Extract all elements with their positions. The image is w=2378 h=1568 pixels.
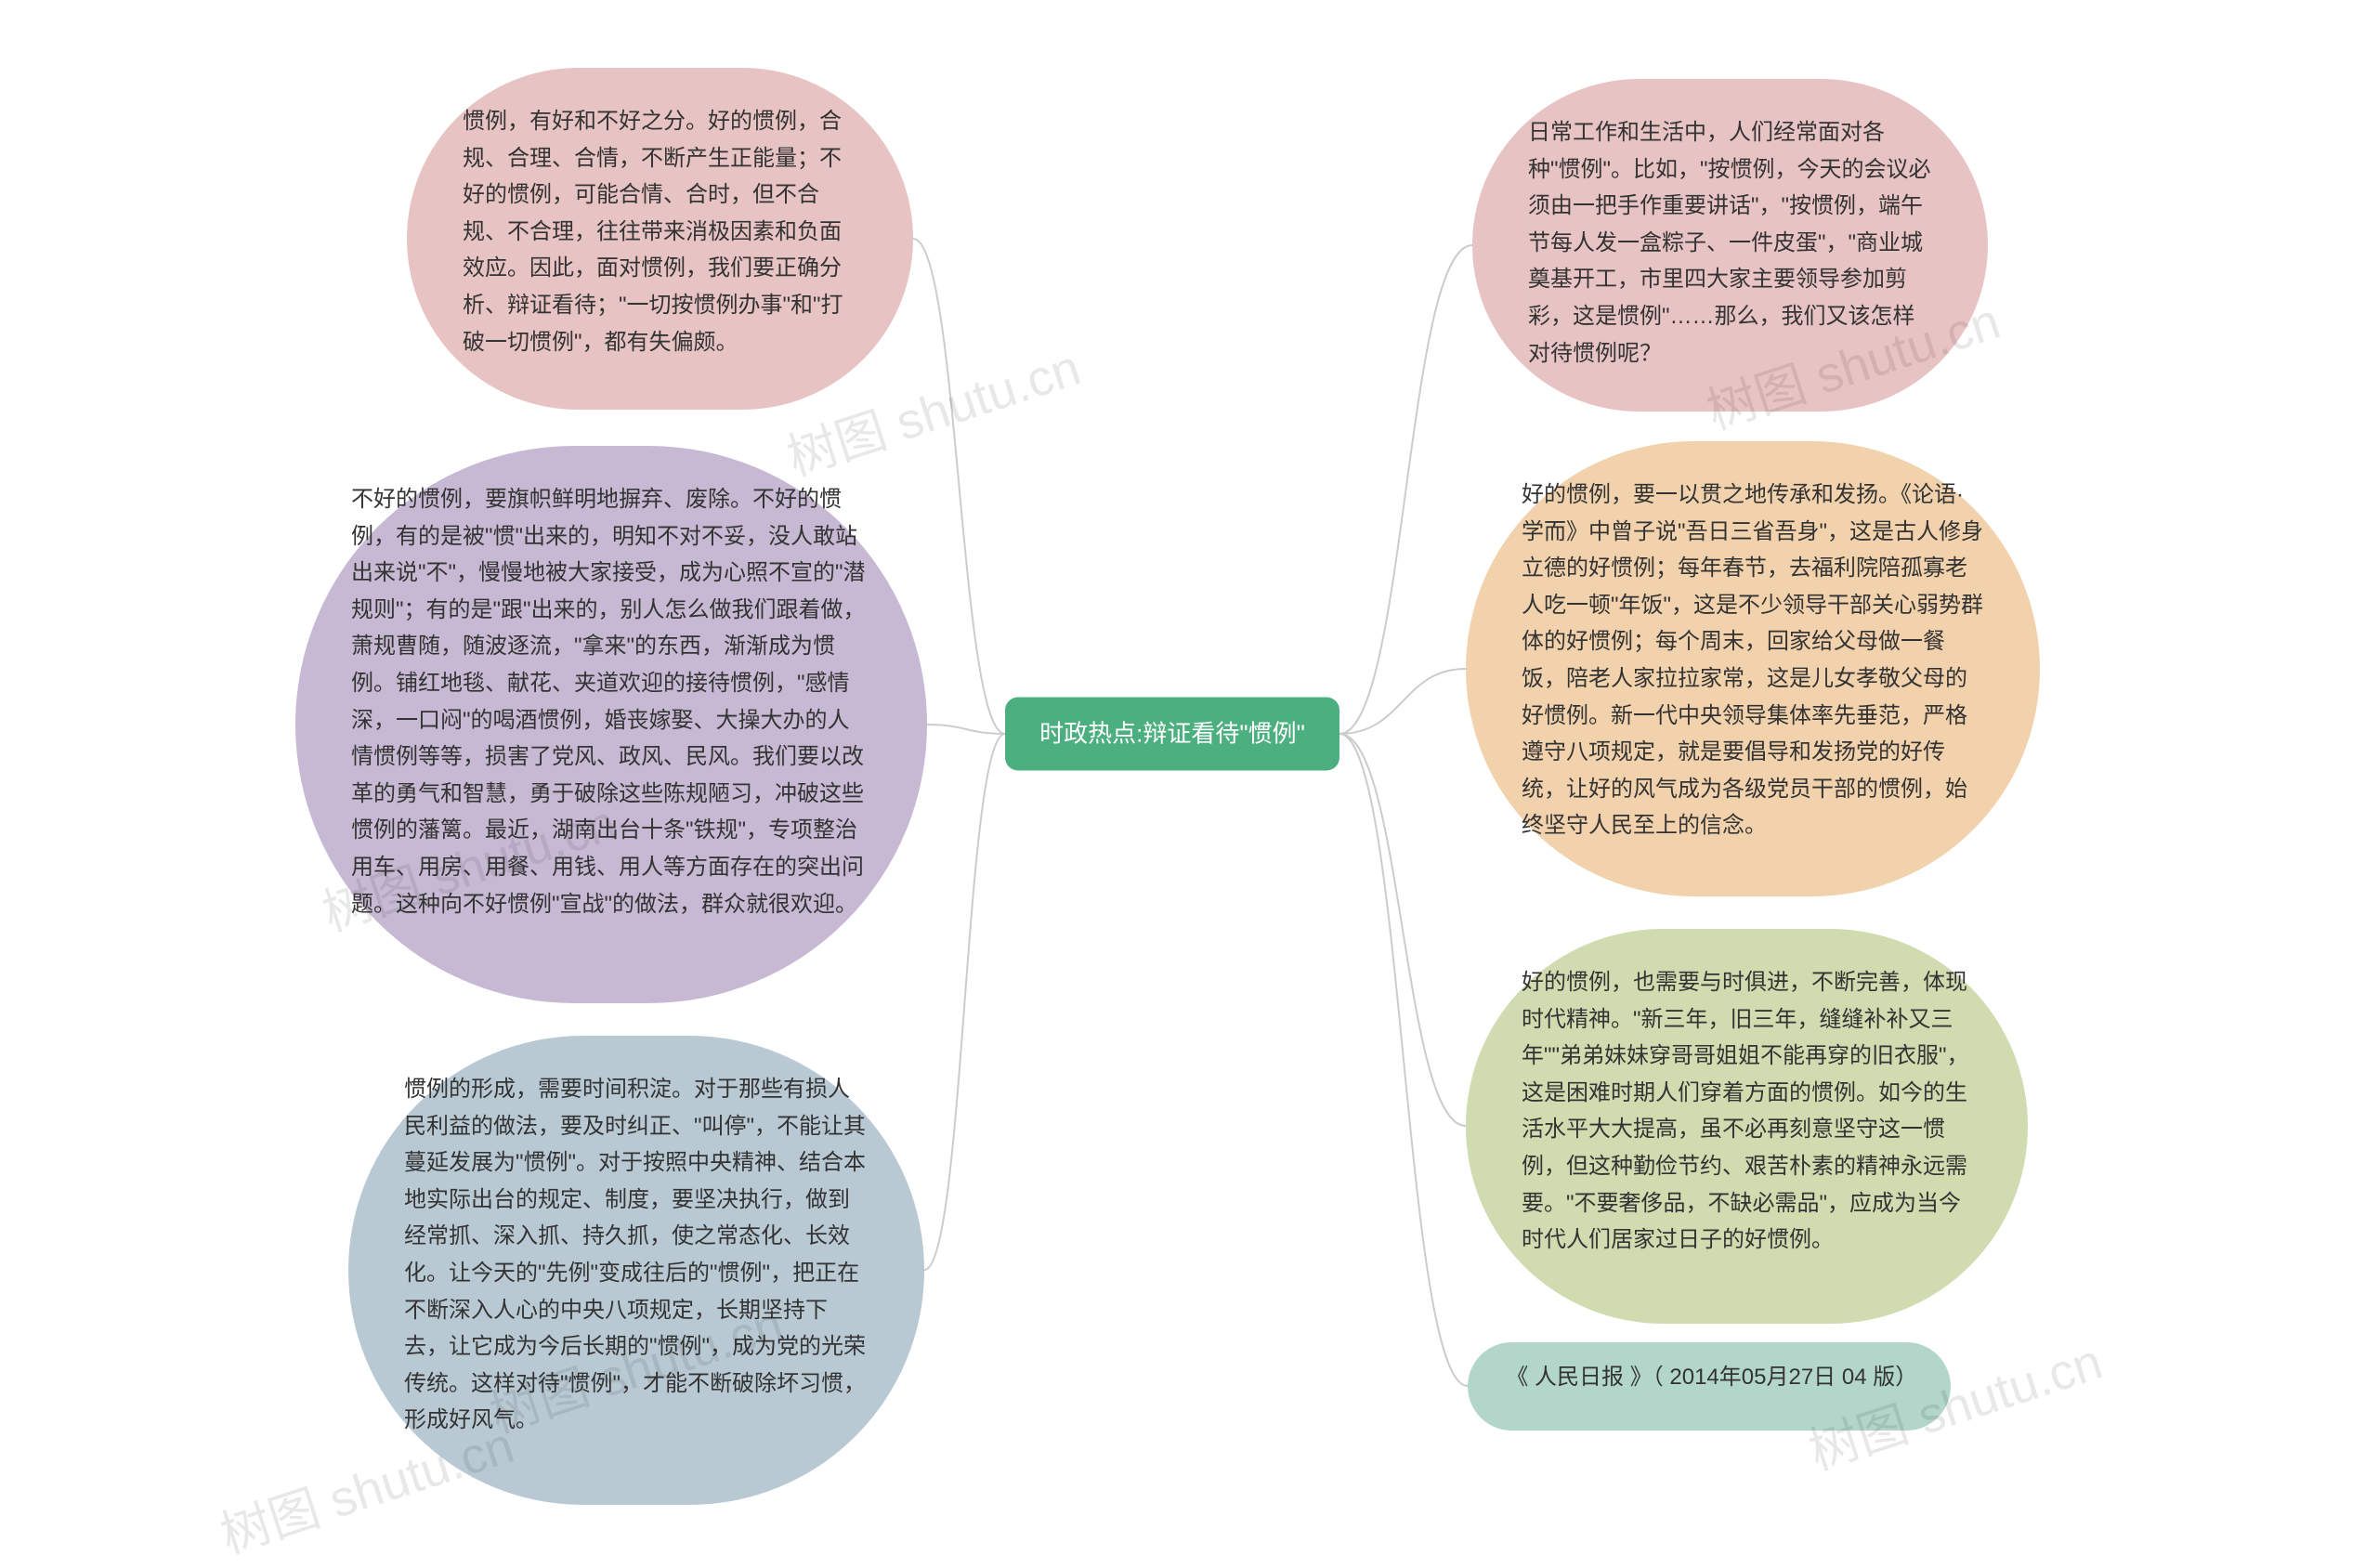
connector: [927, 725, 1005, 734]
branch-right-3[interactable]: 好的惯例，也需要与时俱进，不断完善，体现时代精神。"新三年，旧三年，缝缝补补又三…: [1466, 929, 2028, 1324]
branch-right-2[interactable]: 好的惯例，要一以贯之地传承和发扬。《论语·学而》中曾子说"吾日三省吾身"，这是古…: [1466, 441, 2040, 896]
branch-text: 《 人民日报 》（ 2014年05月27日 04 版）: [1506, 1359, 1912, 1396]
branch-text: 惯例，有好和不好之分。好的惯例，合规、合理、合情，不断产生正能量；不好的惯例，可…: [463, 103, 857, 360]
connector: [1339, 669, 1466, 734]
connector: [924, 734, 1005, 1270]
connector: [1339, 734, 1466, 1126]
branch-text: 不好的惯例，要旗帜鲜明地摒弃、废除。不好的惯例，有的是被"惯"出来的，明知不对不…: [351, 481, 871, 922]
branch-right-4[interactable]: 《 人民日报 》（ 2014年05月27日 04 版）: [1468, 1342, 1951, 1431]
center-topic[interactable]: 时政热点:辩证看待"惯例": [1005, 698, 1339, 771]
branch-left-2[interactable]: 不好的惯例，要旗帜鲜明地摒弃、废除。不好的惯例，有的是被"惯"出来的，明知不对不…: [295, 446, 927, 1003]
branch-text: 惯例的形成，需要时间积淀。对于那些有损人民利益的做法，要及时纠正、"叫停"，不能…: [404, 1071, 869, 1439]
branch-text: 好的惯例，要一以贯之地传承和发扬。《论语·学而》中曾子说"吾日三省吾身"，这是古…: [1522, 477, 1984, 844]
branch-text: 日常工作和生活中，人们经常面对各种"惯例"。比如，"按惯例，今天的会议必须由一把…: [1528, 114, 1932, 372]
connector: [913, 239, 1005, 734]
connector: [1339, 245, 1472, 734]
branch-text: 好的惯例，也需要与时俱进，不断完善，体现时代精神。"新三年，旧三年，缝缝补补又三…: [1522, 964, 1972, 1259]
connector: [1339, 734, 1468, 1386]
branch-right-1[interactable]: 日常工作和生活中，人们经常面对各种"惯例"。比如，"按惯例，今天的会议必须由一把…: [1472, 79, 1988, 412]
branch-left-3[interactable]: 惯例的形成，需要时间积淀。对于那些有损人民利益的做法，要及时纠正、"叫停"，不能…: [348, 1036, 924, 1505]
branch-left-1[interactable]: 惯例，有好和不好之分。好的惯例，合规、合理、合情，不断产生正能量；不好的惯例，可…: [407, 68, 913, 410]
